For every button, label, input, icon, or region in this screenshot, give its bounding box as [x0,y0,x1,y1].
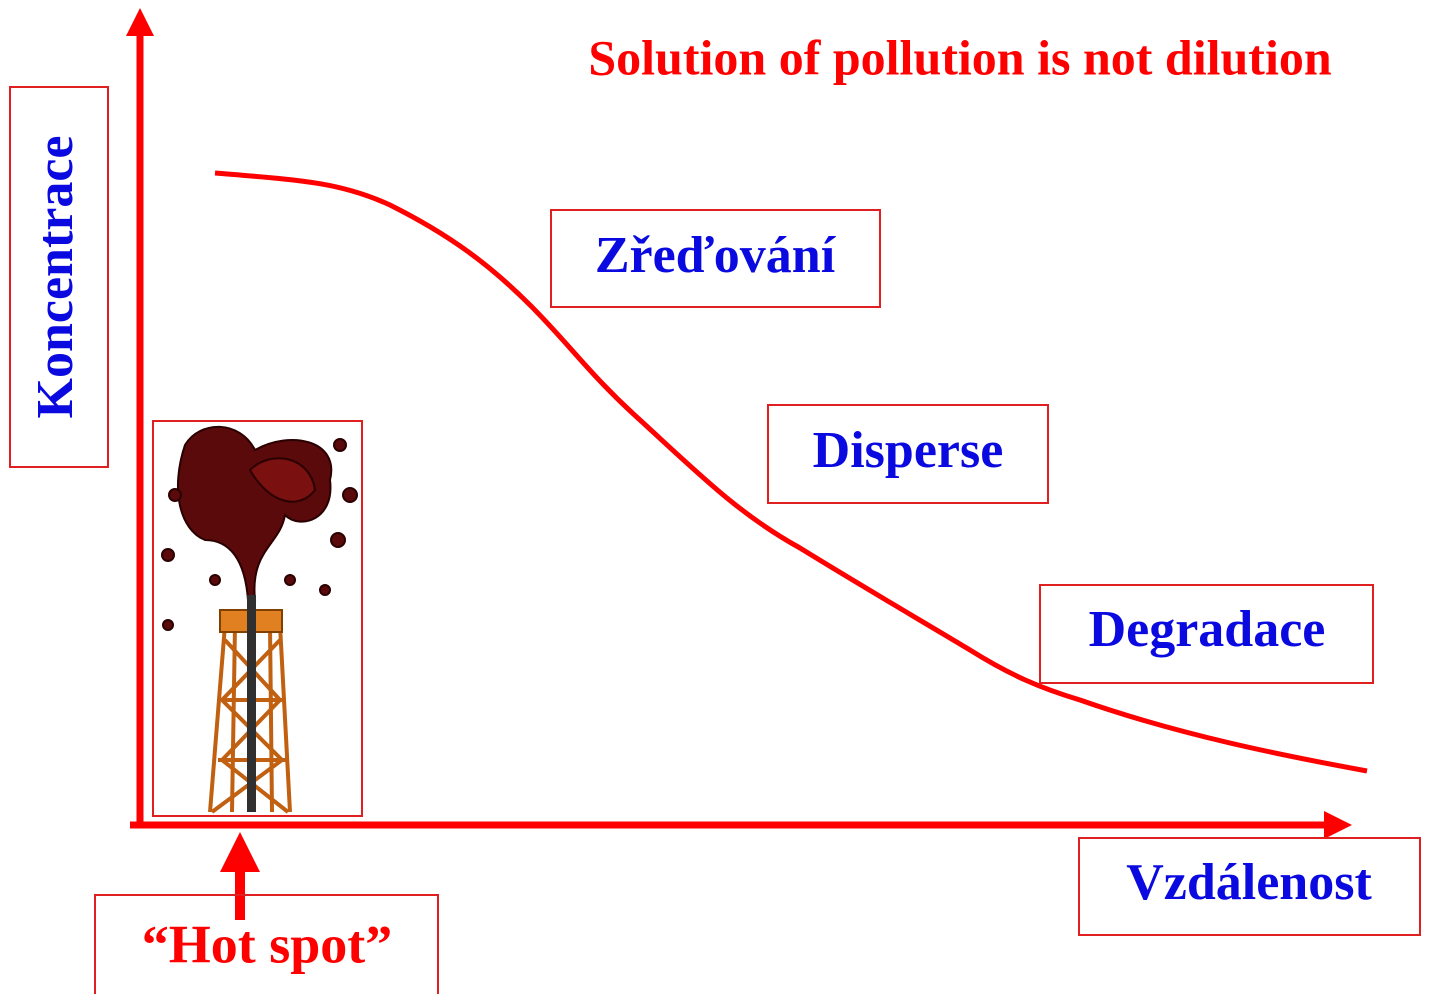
stage-label: Disperse [813,422,1004,479]
diagram: Solution of pollution is not dilution Ko… [0,0,1447,994]
stage-label: Zřeďování [595,227,837,284]
oil-derrick [162,427,357,812]
y-axis-label: Koncentrace [27,135,84,418]
stage-label: Degradace [1089,601,1326,658]
x-axis-label: Vzdálenost [1126,854,1372,911]
hot-spot-label: “Hot spot” [142,914,393,974]
title: Solution of pollution is not dilution [588,29,1332,85]
